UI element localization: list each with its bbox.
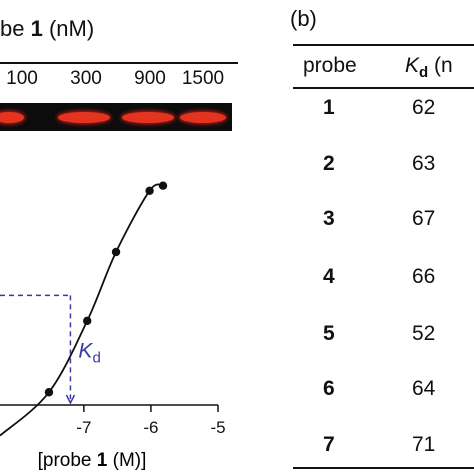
data-point xyxy=(111,247,121,257)
table-row-2-probe: 2 xyxy=(323,152,335,175)
x-tick-label: -5 xyxy=(210,418,225,437)
data-point xyxy=(44,388,54,397)
table-row-1-probe: 1 xyxy=(323,96,335,119)
table-bottom-rule xyxy=(293,467,474,469)
x-axis-title-unit: (M)] xyxy=(107,450,146,471)
lane-label-4: 1500 xyxy=(181,68,225,89)
table-header-kd-k: K xyxy=(405,54,420,77)
table-row-3-probe: 3 xyxy=(323,207,335,230)
table-header-kd-unit: (n xyxy=(428,54,453,77)
gel-band-4 xyxy=(180,112,226,123)
gel-band-1 xyxy=(0,112,24,123)
table-header-probe: probe xyxy=(303,54,357,77)
table-row-5-probe: 5 xyxy=(323,322,335,345)
data-point xyxy=(158,181,168,190)
x-axis-title-probe: 1 xyxy=(97,450,108,471)
table-row-4-kd: 66 xyxy=(412,265,436,288)
kd-label-k: K xyxy=(78,339,93,362)
x-axis-title-prefix: [probe xyxy=(38,450,97,471)
table-row-3-kd: 67 xyxy=(412,207,436,230)
kd-label: Kd xyxy=(78,339,100,366)
table-top-rule xyxy=(293,44,474,46)
panel-b-label: (b) xyxy=(290,6,317,31)
kd-guides xyxy=(0,294,76,405)
x-tick-label: -7 xyxy=(76,418,91,437)
table-header-kd-sub: d xyxy=(419,64,429,82)
table-row-5-kd: 52 xyxy=(412,322,436,345)
table-row-4-probe: 4 xyxy=(323,265,335,288)
lane-label-3: 900 xyxy=(134,68,166,89)
gel-title-prefix: be xyxy=(0,16,31,41)
gel-image xyxy=(0,103,232,131)
table-row-2-kd: 63 xyxy=(412,152,436,175)
table-row-6-kd: 64 xyxy=(412,377,436,400)
table-header-rule xyxy=(293,87,474,89)
data-point xyxy=(83,316,92,326)
table-header-kd: Kd (n xyxy=(405,54,453,81)
gel-title: be 1 (nM) xyxy=(0,16,94,42)
binding-curve-chart: -7 -6 -5 Kd [probe 1 (M)] xyxy=(0,181,226,471)
gel-title-probe-number: 1 xyxy=(30,16,43,41)
lane-label-2: 300 xyxy=(70,68,102,89)
lane-label-1: 100 xyxy=(6,68,38,89)
table-row-6-probe: 6 xyxy=(323,377,335,400)
table-row-1-kd: 62 xyxy=(412,96,436,119)
data-points xyxy=(44,181,168,397)
fit-curve xyxy=(0,183,164,437)
x-axis-title: [probe 1 (M)] xyxy=(38,450,147,471)
gel-band-3 xyxy=(122,112,174,123)
kd-arrowhead xyxy=(65,394,76,405)
gel-title-rule xyxy=(0,62,238,64)
data-point xyxy=(145,186,154,195)
x-ticks: -7 -6 -5 xyxy=(76,405,226,437)
kd-label-sub: d xyxy=(92,349,100,366)
gel-title-unit: (nM) xyxy=(42,16,95,41)
x-tick-label: -6 xyxy=(143,418,158,437)
table-row-7-kd: 71 xyxy=(412,433,436,456)
gel-band-2 xyxy=(58,112,110,123)
table-row-7-probe: 7 xyxy=(323,433,335,456)
